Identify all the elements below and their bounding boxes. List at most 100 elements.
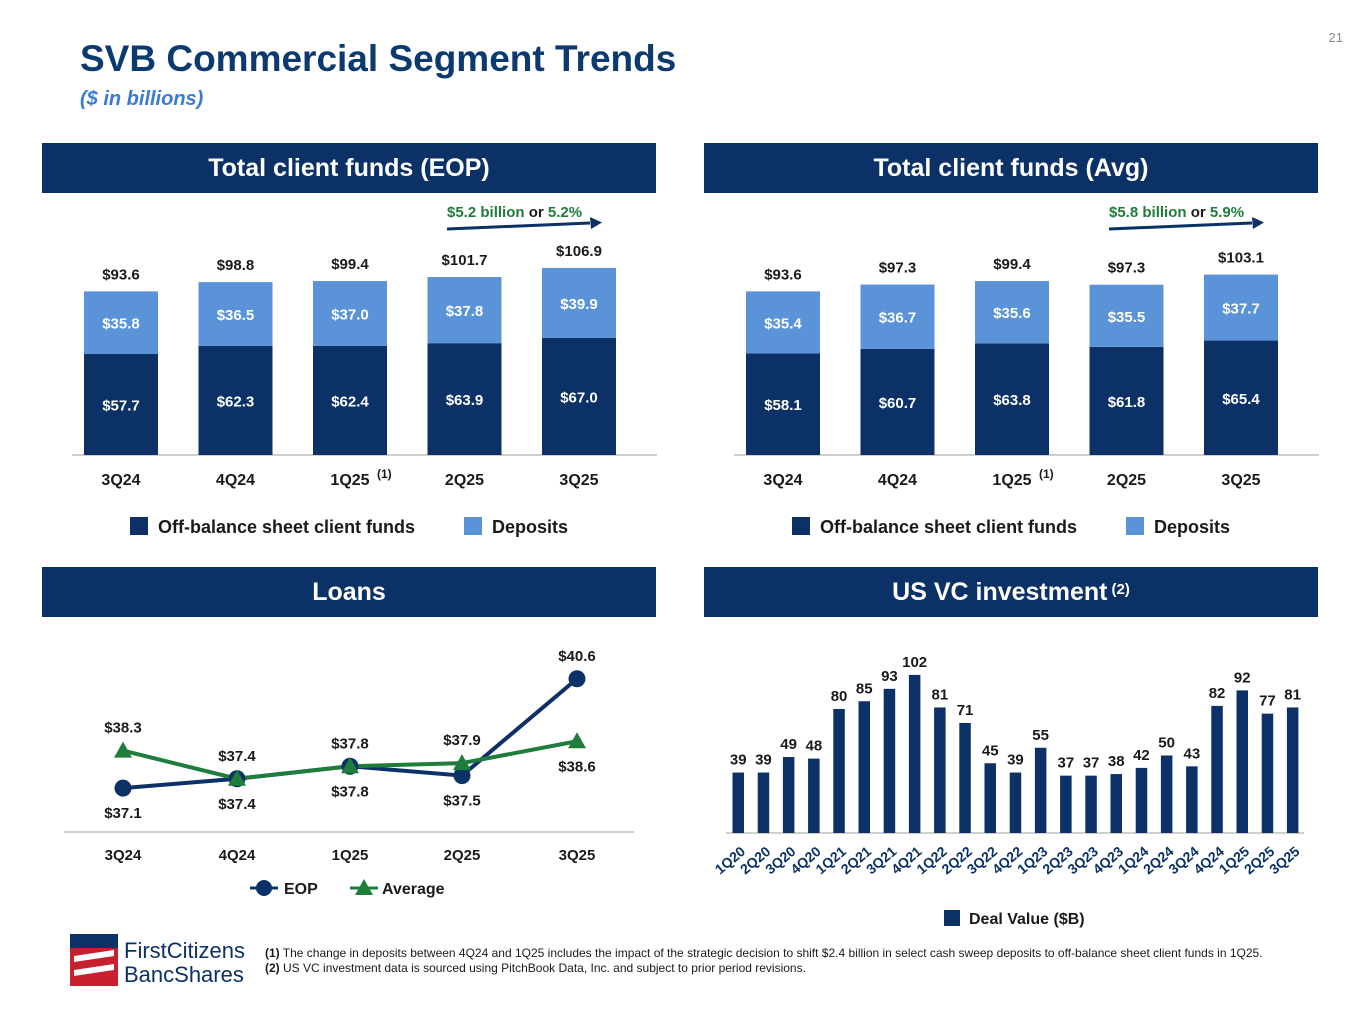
label-vc-4Q21: 102	[902, 654, 927, 671]
bar-deposits-1Q25	[313, 281, 387, 346]
bar-vc-2Q20	[757, 772, 770, 833]
label-deposits-1Q25: $35.6	[993, 305, 1031, 322]
bar-deposits-2Q25	[1089, 284, 1164, 347]
bar-vc-3Q20	[782, 757, 795, 833]
bar-deposits-3Q24	[84, 291, 158, 355]
x-tick-3Q25: 3Q25	[559, 472, 598, 489]
bar-vc-3Q24	[1186, 766, 1198, 833]
legend-swatch-deposits	[464, 517, 482, 535]
bar-offbalance-3Q24	[746, 353, 820, 455]
point-average-1Q25	[341, 757, 359, 774]
point-eop-3Q24	[114, 779, 132, 797]
label-vc-2Q22: 71	[957, 702, 974, 719]
label-total-3Q24: $93.6	[102, 266, 140, 283]
panel-title-avg: Total client funds (Avg)	[873, 153, 1149, 182]
panel-title-vc: US VC investment	[892, 577, 1108, 606]
bar-vc-4Q22	[1009, 772, 1022, 833]
legend-swatch-offbalance	[130, 517, 148, 535]
label-total-4Q24: $97.3	[879, 260, 917, 277]
chart-vc: 391Q20392Q20493Q20484Q20801Q21852Q21933Q…	[712, 654, 1304, 928]
label-offbalance-3Q24: $57.7	[102, 398, 140, 415]
label-total-1Q25: $99.4	[993, 256, 1031, 273]
page-number: 21	[1328, 30, 1343, 45]
label-deposits-2Q25: $37.8	[446, 303, 484, 320]
bar-vc-2Q23	[1060, 775, 1072, 833]
bar-vc-3Q23	[1085, 775, 1097, 833]
label-vc-1Q22: 81	[932, 686, 949, 703]
bar-deposits-4Q24	[198, 282, 273, 346]
label-vc-4Q20: 48	[806, 738, 823, 755]
label-deposits-2Q25: $35.5	[1108, 309, 1146, 326]
label-deposits-3Q25: $37.7	[1222, 301, 1260, 318]
panel-header-vc: US VC investment (2)	[704, 567, 1318, 617]
growth-arrow-line	[446, 221, 591, 231]
footnotes: (1) The change in deposits between 4Q24 …	[265, 946, 1325, 976]
company-logo: FirstCitizens BancShares	[70, 934, 245, 987]
point-average-3Q24	[114, 741, 132, 758]
x-tick-3Q25: 3Q25	[1266, 843, 1303, 877]
point-average-3Q25	[568, 732, 586, 749]
chart-eop: $57.7 $35.8 $93.6 3Q24 $62.3 $36.5 $98.8 4Q24 $6…	[72, 204, 657, 537]
label-offbalance-3Q24: $58.1	[764, 397, 802, 414]
footnote-2: (2) US VC investment data is sourced usi…	[265, 961, 1325, 976]
x-tick-3Q25: 3Q25	[1221, 472, 1260, 489]
label-vc-2Q20: 39	[755, 752, 772, 769]
bar-vc-3Q22	[984, 763, 996, 833]
x-tick-3Q24: 3Q24	[105, 847, 142, 864]
legend-marker-eop	[256, 880, 272, 896]
panel-header-avg: Total client funds (Avg)	[704, 143, 1318, 193]
label-vc-1Q25: 92	[1234, 669, 1251, 686]
bar-offbalance-4Q24	[860, 348, 935, 455]
label-average-2Q25: $37.9	[443, 732, 481, 749]
growth-annotation: $5.8 billion or 5.9%	[1109, 204, 1244, 221]
x-tick-3Q25: 3Q25	[559, 847, 596, 864]
label-offbalance-1Q25: $62.4	[331, 393, 369, 410]
label-vc-4Q23: 38	[1108, 753, 1125, 770]
bar-offbalance-3Q25	[1204, 340, 1278, 455]
growth-annotation: $5.2 billion or 5.2%	[447, 204, 582, 221]
label-eop-2Q25: $37.5	[443, 793, 481, 810]
label-deposits-1Q25: $37.0	[331, 306, 369, 323]
label-offbalance-4Q24: $60.7	[879, 395, 917, 412]
legend-label-vc: Deal Value ($B)	[969, 911, 1085, 928]
label-eop-4Q24: $37.4	[218, 796, 256, 813]
x-tick-2Q25: 2Q25	[445, 472, 484, 489]
label-vc-3Q24: 43	[1184, 745, 1201, 762]
legend-label-offbalance: Off-balance sheet client funds	[158, 517, 415, 537]
legend-marker-average	[355, 879, 373, 895]
panel-title-loans: Loans	[312, 577, 386, 606]
label-vc-4Q24: 82	[1209, 685, 1226, 702]
bar-deposits-3Q24	[746, 291, 820, 354]
legend-label-average: Average	[382, 881, 445, 898]
label-total-4Q24: $98.8	[217, 257, 255, 274]
label-total-1Q25: $99.4	[331, 256, 369, 273]
bar-deposits-2Q25	[427, 277, 502, 344]
label-vc-1Q21: 80	[831, 688, 848, 705]
label-vc-3Q21: 93	[881, 668, 898, 685]
legend-label-eop: EOP	[284, 881, 318, 898]
label-average-1Q25: $37.8	[331, 735, 369, 752]
x-tick-1Q25: 1Q25	[992, 472, 1031, 489]
growth-arrow-head-icon	[590, 217, 602, 229]
bar-offbalance-3Q25	[542, 337, 616, 455]
label-vc-4Q22: 39	[1007, 752, 1024, 769]
bar-vc-4Q24	[1211, 705, 1223, 833]
bar-vc-4Q20	[808, 758, 820, 833]
label-offbalance-3Q25: $65.4	[1222, 391, 1260, 408]
label-vc-1Q23: 55	[1032, 727, 1049, 744]
label-total-3Q24: $93.6	[764, 266, 802, 283]
label-average-3Q25: $38.6	[558, 758, 596, 775]
bar-offbalance-1Q25	[975, 343, 1049, 455]
label-average-3Q24: $38.3	[104, 720, 142, 737]
label-offbalance-3Q25: $67.0	[560, 389, 598, 406]
label-deposits-4Q24: $36.7	[879, 310, 917, 327]
chart-loans: 3Q24 4Q24 1Q25 2Q25 3Q25 $37.1 $38.3 $37.4 $37.4…	[64, 648, 634, 898]
logo-line-2: BancShares	[124, 962, 244, 987]
x-tick-4Q24: 4Q24	[216, 472, 255, 489]
label-total-3Q25: $103.1	[1218, 250, 1264, 267]
bar-vc-4Q23	[1110, 774, 1122, 833]
point-average-4Q24	[228, 769, 246, 786]
label-vc-2Q21: 85	[856, 680, 873, 697]
bar-deposits-3Q25	[1204, 274, 1278, 341]
label-vc-1Q24: 42	[1133, 747, 1150, 764]
